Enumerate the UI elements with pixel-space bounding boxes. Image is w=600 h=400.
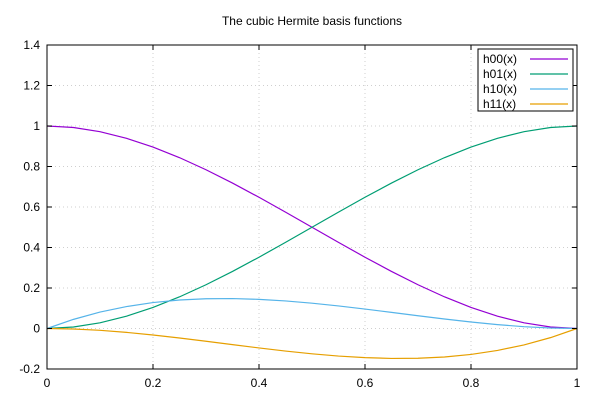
legend: h00(x)h01(x)h10(x)h11(x) bbox=[477, 48, 574, 112]
y-tick-label: 0.4 bbox=[23, 241, 40, 255]
y-tick-label: 0.2 bbox=[23, 281, 40, 295]
chart-title: The cubic Hermite basis functions bbox=[222, 14, 402, 28]
axes: 0 0.2 0.4 0.6 0.8 1 -0.2 0 0.2 0.4 0.6 0.8 1 1.2 1.4 bbox=[19, 38, 580, 390]
legend-label: h01(x) bbox=[483, 67, 517, 81]
series-line-h11x bbox=[46, 327, 578, 360]
x-tick-label: 0.4 bbox=[251, 376, 268, 390]
y-tick-label: 1.2 bbox=[23, 79, 40, 93]
legend-label: h10(x) bbox=[483, 82, 517, 96]
y-tick-label: 1.4 bbox=[23, 38, 40, 52]
x-tick-label: 1 bbox=[574, 376, 581, 390]
legend-label: h00(x) bbox=[483, 52, 517, 66]
x-tick-label: 0 bbox=[44, 376, 51, 390]
x-tick-label: 0.8 bbox=[463, 376, 480, 390]
legend-label: h11(x) bbox=[483, 97, 516, 111]
plot-series bbox=[46, 125, 578, 360]
x-tick-label: 0.6 bbox=[357, 376, 374, 390]
y-tick-label: 0.6 bbox=[23, 200, 40, 214]
y-tick-label: 1 bbox=[33, 119, 40, 133]
x-tick-label: 0.2 bbox=[145, 376, 162, 390]
y-tick-label: 0 bbox=[33, 322, 40, 336]
grid bbox=[47, 45, 577, 369]
y-tick-label: 0.8 bbox=[23, 160, 40, 174]
series-line-h10x bbox=[46, 297, 578, 330]
y-tick-label: -0.2 bbox=[19, 362, 40, 376]
series-line-h01x bbox=[46, 125, 578, 330]
